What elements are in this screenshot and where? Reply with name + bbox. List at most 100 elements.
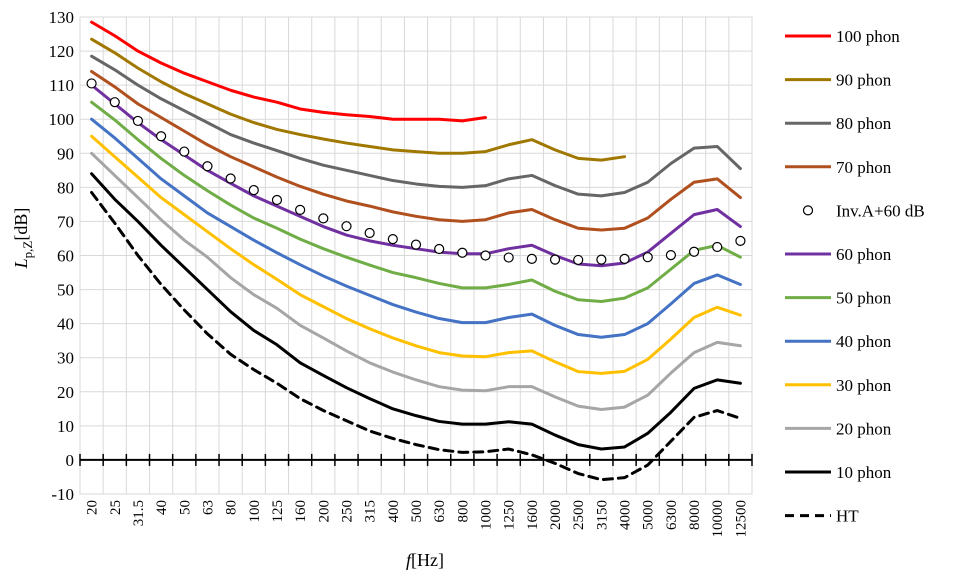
series-line-30-phon xyxy=(90,134,742,375)
inv-a-marker xyxy=(295,204,306,215)
x-tick-label: 160 xyxy=(293,500,309,523)
y-tick-label: 70 xyxy=(57,212,74,231)
inv-a-marker xyxy=(86,78,97,89)
x-tick-label: 63 xyxy=(200,500,216,515)
series-line-ht xyxy=(90,190,742,482)
x-tick-label: 31.5 xyxy=(131,500,147,526)
legend-item-ht: HT xyxy=(785,507,859,526)
y-tick-label: -10 xyxy=(51,485,74,504)
legend-label: HT xyxy=(836,507,859,526)
x-tick-label: 100 xyxy=(247,500,263,523)
series-line-70-phon xyxy=(90,70,742,232)
legend-item-10-phon: 10 phon xyxy=(785,463,892,482)
inv-a-marker xyxy=(132,115,144,127)
inv-a-marker xyxy=(526,253,537,265)
inv-a-marker xyxy=(271,194,283,206)
y-tick-label: 60 xyxy=(57,247,74,266)
legend-item-80-phon: 80 phon xyxy=(785,114,892,133)
legend-label: 80 phon xyxy=(836,114,892,133)
y-axis-title-symbol: L xyxy=(11,258,31,269)
legend-label: 40 phon xyxy=(836,332,892,351)
x-axis-title-symbol: f xyxy=(406,550,414,570)
legend-item-20-phon: 20 phon xyxy=(785,419,892,438)
inv-a-marker xyxy=(410,239,422,250)
x-tick-label: 2000 xyxy=(548,500,564,530)
x-tick-label: 500 xyxy=(409,500,425,523)
inv-a-marker xyxy=(202,161,213,172)
y-axis-title-subscript: p,Z xyxy=(20,241,35,259)
x-tick-label: 40 xyxy=(154,500,170,515)
x-tick-label: 8000 xyxy=(687,500,703,530)
y-tick-label: 110 xyxy=(49,76,74,95)
x-tick-label: 20 xyxy=(85,500,101,515)
x-tick-label: 10000 xyxy=(710,500,726,538)
y-tick-label: 20 xyxy=(57,383,74,402)
inv-a-marker xyxy=(619,253,630,265)
inv-a-marker xyxy=(712,241,723,253)
x-tick-label: 80 xyxy=(224,500,240,515)
series-layer xyxy=(86,20,746,482)
inv-a-marker xyxy=(596,254,607,265)
x-tick-label: 125 xyxy=(270,500,286,523)
legend: 100 phon 90 phon 80 phon 70 phon Inv.A+60 dB… xyxy=(785,27,925,526)
x-tick-labels: 20 25 31.5 40 50 63 80 100 125 160 200 250 315 400 500… xyxy=(85,500,750,538)
legend-item-100-phon: 100 phon xyxy=(785,27,900,46)
x-tick-label: 1250 xyxy=(502,500,518,530)
inv-a-marker xyxy=(457,247,468,258)
inv-a-marker xyxy=(387,234,398,245)
y-tick-label: 40 xyxy=(57,315,74,334)
grid xyxy=(79,16,753,495)
inv-a-marker xyxy=(248,184,259,196)
x-axis-title-unit: [Hz] xyxy=(411,550,444,570)
legend-label: 100 phon xyxy=(836,27,900,46)
inv-a-marker xyxy=(549,254,561,265)
inv-a-marker xyxy=(573,254,584,266)
inv-a-marker xyxy=(665,250,676,261)
legend-item-60-phon: 60 phon xyxy=(785,245,892,264)
legend-marker xyxy=(802,205,814,216)
x-tick-label: 5000 xyxy=(641,500,657,530)
series-line-80-phon xyxy=(90,54,742,198)
series-line-90-phon xyxy=(90,37,627,162)
x-axis xyxy=(79,453,753,466)
legend-label: 20 phon xyxy=(836,419,892,438)
y-tick-label: 10 xyxy=(57,417,74,436)
legend-label: 10 phon xyxy=(836,463,892,482)
x-tick-label: 4000 xyxy=(618,500,634,530)
y-tick-label: 130 xyxy=(49,8,75,27)
x-tick-label: 3150 xyxy=(594,500,610,530)
x-tick-label: 800 xyxy=(455,500,471,523)
y-tick-label: 80 xyxy=(57,178,74,197)
y-tick-label: 50 xyxy=(57,281,74,300)
series-line-100-phon xyxy=(90,20,488,123)
y-tick-label: 0 xyxy=(66,451,75,470)
x-tick-label: 6300 xyxy=(664,500,680,530)
legend-item-inv-a-60-db: Inv.A+60 dB xyxy=(802,201,925,220)
legend-item-50-phon: 50 phon xyxy=(785,289,892,308)
inv-a-marker xyxy=(434,243,445,255)
series-line-50-phon xyxy=(90,100,742,303)
inv-a-marker xyxy=(503,252,514,263)
y-tick-labels: -10 0 10 20 30 40 50 60 70 80 90 100 110 120 130 xyxy=(49,8,75,504)
x-tick-label: 200 xyxy=(316,500,332,523)
inv-a-marker xyxy=(688,246,700,257)
legend-label: Inv.A+60 dB xyxy=(836,201,925,220)
y-axis-title: Lp,Z[dB] xyxy=(11,208,35,270)
inv-a-marker xyxy=(364,227,375,239)
x-tick-label: 250 xyxy=(339,500,355,523)
inv-a-marker xyxy=(179,146,190,157)
legend-label: 50 phon xyxy=(836,289,892,308)
y-axis-title-unit: [dB] xyxy=(11,208,31,241)
x-tick-label: 1600 xyxy=(525,500,541,530)
legend-label: 60 phon xyxy=(836,245,892,264)
inv-a-marker xyxy=(318,213,329,224)
x-tick-label: 630 xyxy=(432,500,448,523)
inv-a-marker xyxy=(109,97,120,108)
series-line-40-phon xyxy=(90,117,742,339)
x-tick-label: 50 xyxy=(177,500,193,515)
x-tick-label: 1000 xyxy=(479,500,495,530)
inv-a-marker xyxy=(642,252,653,263)
legend-item-30-phon: 30 phon xyxy=(785,376,892,395)
